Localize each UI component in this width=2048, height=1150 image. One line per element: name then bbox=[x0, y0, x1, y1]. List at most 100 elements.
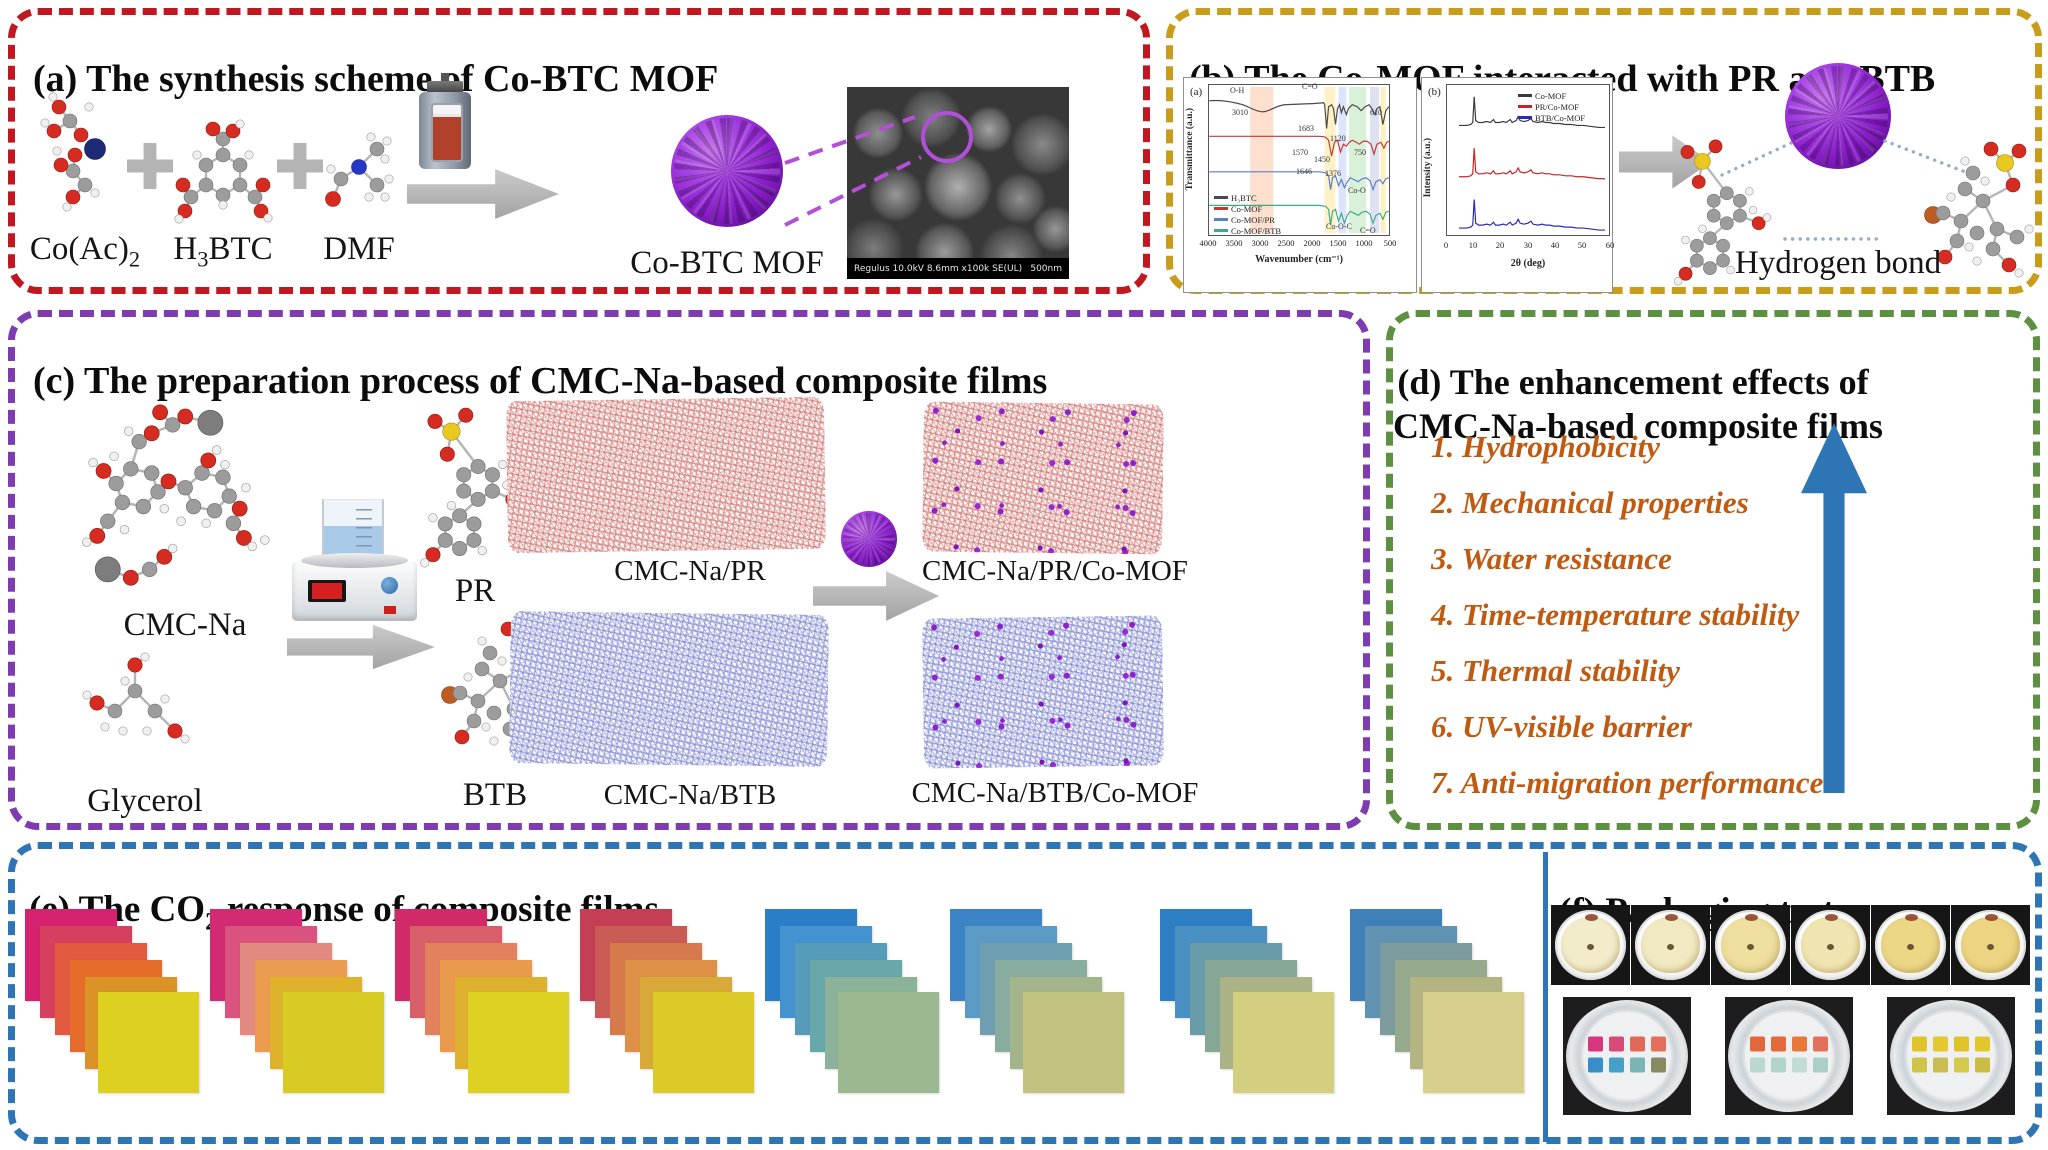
cmcna-pr-comof-film-label: CMC-Na/PR/Co-MOF bbox=[922, 555, 1188, 587]
film-stack bbox=[395, 909, 573, 1105]
cmcna-pr-comof-film bbox=[922, 401, 1164, 555]
wrapped-plate-photo-1 bbox=[1563, 997, 1691, 1115]
apple-photo-1 bbox=[1551, 905, 1630, 985]
panel-ef-divider bbox=[1543, 852, 1548, 1142]
xrd-corner-label: (b) bbox=[1428, 86, 1441, 98]
cmcna-molecule bbox=[82, 404, 270, 586]
xrd-x-tick: 0 bbox=[1443, 240, 1449, 250]
xrd-x-tick: 30 bbox=[1523, 240, 1533, 250]
film-stack bbox=[25, 909, 203, 1105]
panel-d-title-line2: CMC-Na-based composite films bbox=[1393, 405, 1883, 446]
ftir-annotation: 750 bbox=[1354, 148, 1366, 157]
pr-molecule bbox=[420, 407, 527, 568]
ftir-annotation: C=O bbox=[1360, 226, 1376, 235]
ftir-x-tick: 1500 bbox=[1329, 238, 1347, 248]
panel-ef-response-packaging: (e) The CO2 response of composite films … bbox=[8, 842, 2042, 1144]
enhancement-item-1: 1. Hydrophobicity bbox=[1431, 429, 1661, 464]
cmcna-label: CMC-Na bbox=[123, 607, 247, 643]
btb-molecule bbox=[1924, 141, 2034, 278]
indicator-swatches bbox=[1912, 1036, 1990, 1073]
ftir-annotation: 1646 bbox=[1296, 167, 1312, 176]
panel-d-title-line1: (d) The enhancement effects of bbox=[1397, 361, 1869, 402]
ftir-x-tick: 2500 bbox=[1277, 238, 1295, 248]
reactant-coac2-label: Co(Ac)2 bbox=[29, 231, 141, 272]
panel-d-enhancement: (d) The enhancement effects of CMC-Na-ba… bbox=[1386, 310, 2040, 830]
ftir-annotation: 1683 bbox=[1298, 124, 1314, 133]
ftir-x-tick: 4000 bbox=[1199, 238, 1217, 248]
film-stack bbox=[950, 909, 1128, 1105]
ftir-chart: (a) Transmittance (a.u.) O-H 3010 C=O 16… bbox=[1183, 77, 1417, 293]
btb-label: BTB bbox=[462, 777, 528, 813]
ftir-legend: H₃BTC Co-MOF Co-MOF/PR Co-MOF/BTB bbox=[1214, 192, 1281, 236]
enhancement-item-4: 4. Time-temperature stability bbox=[1431, 597, 1800, 632]
enhancement-item-5: 5. Thermal stability bbox=[1431, 653, 1680, 688]
co-mof-sphere bbox=[841, 511, 897, 567]
ftir-annotation: Co-O bbox=[1348, 186, 1366, 195]
reactant-dmf-label: DMF bbox=[323, 231, 395, 267]
wrapped-plate-photo-3 bbox=[1887, 997, 2015, 1115]
cmcna-btb-film-label: CMC-Na/BTB bbox=[603, 779, 777, 811]
ftir-x-tick: 3000 bbox=[1251, 238, 1269, 248]
sem-scale-text: 500nm bbox=[1030, 263, 1062, 274]
co-mof-sphere bbox=[671, 115, 783, 227]
panel-c-title: (c) The preparation process of CMC-Na-ba… bbox=[33, 359, 1048, 402]
reactant-h3btc-label: H3BTC bbox=[173, 231, 273, 272]
ftir-x-tick: 1000 bbox=[1355, 238, 1373, 248]
sem-info-bar: Regulus 10.0kV 8.6mm x100k SE(UL) 500nm bbox=[847, 258, 1069, 279]
wrapped-plate-photo-2 bbox=[1725, 997, 1853, 1115]
dmf-molecule bbox=[325, 132, 394, 207]
apple-photo-6 bbox=[1951, 905, 2030, 985]
xrd-y-axis-label: Intensity (a.u.) bbox=[1423, 138, 1433, 198]
panel-c-preparation: (c) The preparation process of CMC-Na-ba… bbox=[8, 310, 1370, 830]
product-label: Co-BTC MOF bbox=[630, 245, 824, 281]
apple-photo-2 bbox=[1631, 905, 1710, 985]
ftir-x-tick: 500 bbox=[1383, 238, 1397, 248]
cmcna-btb-comof-film bbox=[921, 615, 1165, 769]
ftir-x-tick: 3500 bbox=[1225, 238, 1243, 248]
cmcna-pr-film-label: CMC-Na/PR bbox=[614, 555, 766, 587]
glycerol-label: Glycerol bbox=[87, 783, 203, 819]
indicator-swatches bbox=[1750, 1036, 1828, 1073]
glycerol-molecule bbox=[82, 652, 190, 744]
enhancement-up-arrow-icon bbox=[1801, 423, 1867, 793]
xrd-x-tick: 60 bbox=[1605, 240, 1615, 250]
pr-molecule bbox=[1673, 139, 1772, 286]
coac2-molecule bbox=[40, 92, 106, 212]
ftir-annotation: 610 bbox=[1370, 108, 1382, 117]
ftir-annotation: Co-O-C bbox=[1326, 222, 1352, 231]
sem-image: Regulus 10.0kV 8.6mm x100k SE(UL) 500nm bbox=[847, 87, 1069, 279]
ftir-x-axis-label: Wavenumber (cm⁻¹) bbox=[1255, 254, 1343, 265]
enhancement-item-7: 7. Anti-migration performance bbox=[1431, 765, 1824, 800]
ftir-y-axis-label: Transmittance (a.u.) bbox=[1185, 108, 1195, 191]
xrd-x-tick: 50 bbox=[1577, 240, 1587, 250]
ftir-annotation: 1570 bbox=[1292, 148, 1308, 157]
film-stack bbox=[580, 909, 758, 1105]
xrd-legend: Co-MOF PR/Co-MOF BTB/Co-MOF bbox=[1518, 90, 1585, 123]
xrd-x-tick: 20 bbox=[1495, 240, 1505, 250]
ftir-annotation: 1120 bbox=[1330, 134, 1346, 143]
plus-icon bbox=[127, 143, 173, 189]
ftir-annotation: 1376 bbox=[1325, 169, 1341, 178]
panel-a-synthesis: (a) The synthesis scheme of Co-BTC MOF C… bbox=[8, 8, 1150, 294]
indicator-swatches bbox=[1588, 1036, 1666, 1073]
apple-photo-4 bbox=[1791, 905, 1870, 985]
panel-a-title: (a) The synthesis scheme of Co-BTC MOF bbox=[33, 57, 719, 100]
xrd-x-tick: 40 bbox=[1550, 240, 1560, 250]
ftir-annotation: C=O bbox=[1302, 82, 1318, 91]
xrd-x-tick: 10 bbox=[1468, 240, 1478, 250]
ftir-annotation: 3010 bbox=[1232, 108, 1248, 117]
cmcna-btb-film bbox=[509, 611, 829, 767]
film-stack bbox=[1350, 909, 1528, 1105]
enhancement-item-3: 3. Water resistance bbox=[1431, 541, 1672, 576]
ftir-plot bbox=[1208, 84, 1390, 236]
magnetic-stirrer-icon bbox=[292, 553, 417, 621]
film-stack bbox=[765, 909, 943, 1105]
ftir-annotation: O-H bbox=[1230, 86, 1245, 95]
sem-info-text: Regulus 10.0kV 8.6mm x100k SE(UL) bbox=[854, 263, 1023, 274]
cmcna-pr-film bbox=[505, 396, 827, 554]
hydrogen-bond-label: Hydrogen bond bbox=[1734, 245, 1942, 281]
autoclave-icon bbox=[419, 73, 471, 169]
film-stack bbox=[1160, 909, 1338, 1105]
xrd-x-axis-label: 2θ (deg) bbox=[1510, 258, 1546, 269]
film-stack bbox=[210, 909, 388, 1105]
